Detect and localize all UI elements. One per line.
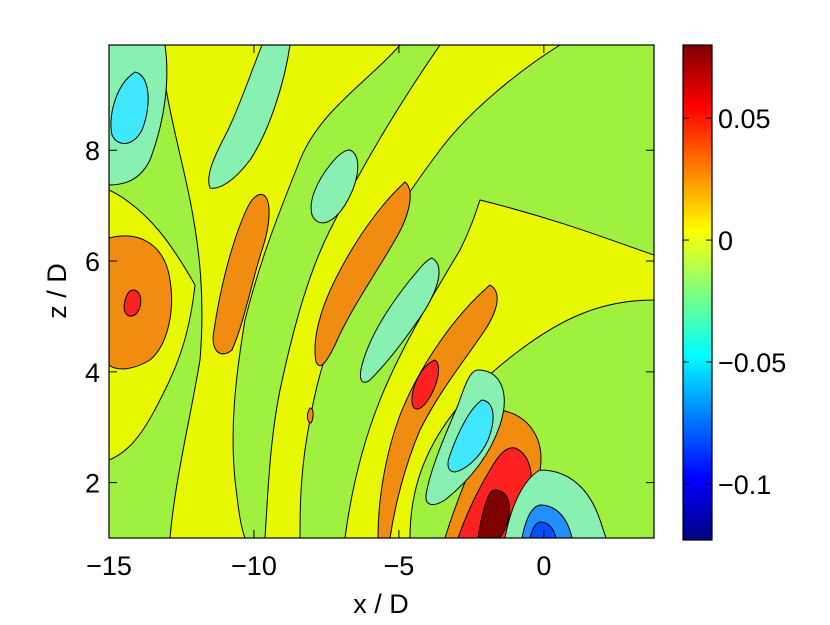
colorbar-tick-label: −0.1 [718, 470, 771, 500]
cyan-lobe-diagonal-2 [359, 257, 440, 383]
orange-lobe-diagonal-1 [314, 181, 411, 367]
red-core-left [123, 289, 142, 317]
cyan-lobe-top-mid [208, 45, 291, 189]
x-tick-label: 0 [536, 551, 551, 581]
colorbar-tick-label: 0 [718, 226, 733, 256]
cyan-lobe-diagonal-1 [310, 149, 359, 224]
x-tick-label: −10 [231, 551, 277, 581]
orange-island [307, 407, 314, 424]
colorbar: 0.05 0 −0.05 −0.1 [682, 44, 786, 541]
plot-area: −15 −10 −5 0 2 4 6 8 [85, 44, 655, 581]
yellow-band-diagonal-2 [264, 45, 561, 538]
plot-frame [108, 44, 655, 539]
y-tick-label: 4 [85, 358, 100, 388]
x-tick-label: −5 [383, 551, 414, 581]
deepblue-core-wall [529, 521, 557, 538]
cyan-core-top-left [110, 71, 149, 144]
colorbar-ticks: 0.05 0 −0.05 −0.1 [683, 104, 786, 500]
colorbar-tick-label: −0.05 [718, 348, 786, 378]
x-tick-label: −15 [86, 551, 132, 581]
red-core-mid [411, 359, 439, 410]
colorbar-bar [682, 44, 713, 541]
x-axis-ticks: −15 −10 −5 0 [86, 45, 551, 581]
y-axis-label: z / D [42, 263, 72, 319]
darkred-core-near-wall [477, 489, 510, 538]
y-axis-ticks: 2 4 6 8 [85, 136, 654, 499]
y-tick-label: 8 [85, 136, 100, 166]
y-tick-label: 2 [85, 469, 100, 499]
cyan-core-near-wall [447, 399, 494, 473]
orange-lobe-thin-1 [212, 194, 270, 355]
colorbar-tick-label: 0.05 [718, 104, 771, 134]
x-axis-label: x / D [353, 589, 409, 619]
contour-fills [109, 45, 654, 538]
y-tick-label: 6 [85, 247, 100, 277]
